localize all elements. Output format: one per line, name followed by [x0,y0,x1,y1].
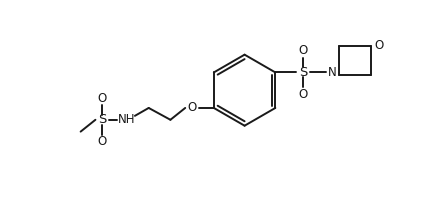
Text: O: O [298,44,308,57]
Text: NH: NH [118,113,136,126]
Text: S: S [98,113,107,126]
Text: S: S [299,66,307,79]
Text: N: N [328,66,337,79]
Text: O: O [374,39,383,52]
Text: O: O [98,135,107,148]
Text: O: O [187,102,197,114]
Text: O: O [298,88,308,101]
Text: O: O [98,92,107,105]
